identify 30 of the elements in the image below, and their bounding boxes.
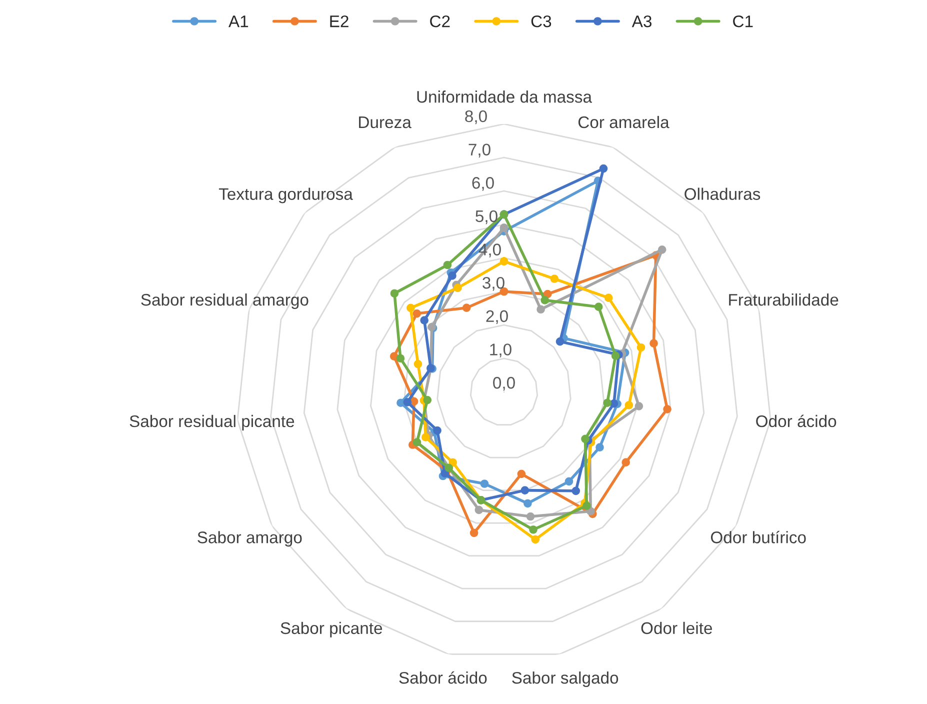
legend-label: E2 xyxy=(330,15,348,28)
y-tick-label: 1,0 xyxy=(490,344,512,358)
legend-label: C1 xyxy=(733,15,753,28)
y-tick-label: 7,0 xyxy=(468,144,490,158)
spoke-label: Olhaduras xyxy=(684,188,760,200)
y-tick-label: 6,0 xyxy=(472,177,494,191)
y-tick-label: 5,0 xyxy=(476,210,498,224)
legend-label: A1 xyxy=(228,16,248,28)
legend-label: C2 xyxy=(430,15,450,28)
spoke-label: Sabor picante xyxy=(280,622,382,638)
spoke-label: Sabor residual amargo xyxy=(141,293,308,310)
spoke-label: Odor ácido xyxy=(756,414,836,428)
spoke-label: Sabor residual picante xyxy=(130,414,294,430)
spoke-label: Cor amarela xyxy=(578,116,670,128)
spoke-label: Sabor ácido xyxy=(399,671,487,684)
y-tick-label: 2,0 xyxy=(486,310,508,324)
spoke-label: Textura gordurosa xyxy=(218,188,353,204)
spoke-label: Odor leite xyxy=(641,622,712,634)
spoke-label: Uniformidade da massa xyxy=(417,90,592,103)
y-tick-label: 3,0 xyxy=(482,276,504,291)
y-tick-label: 8,0 xyxy=(465,110,487,124)
y-tick-label: 0,0 xyxy=(493,376,515,391)
spoke-label: Sabor amargo xyxy=(198,531,302,547)
legend-label: A3 xyxy=(632,15,652,28)
spoke-label: Dureza xyxy=(359,116,412,128)
spoke-label: Odor butírico xyxy=(710,530,806,544)
spoke-label: Sabor salgado xyxy=(512,672,618,688)
spoke-label: Fraturabilidade xyxy=(729,293,838,306)
legend-label: C3 xyxy=(531,15,552,28)
y-tick-label: 4,0 xyxy=(478,244,501,258)
